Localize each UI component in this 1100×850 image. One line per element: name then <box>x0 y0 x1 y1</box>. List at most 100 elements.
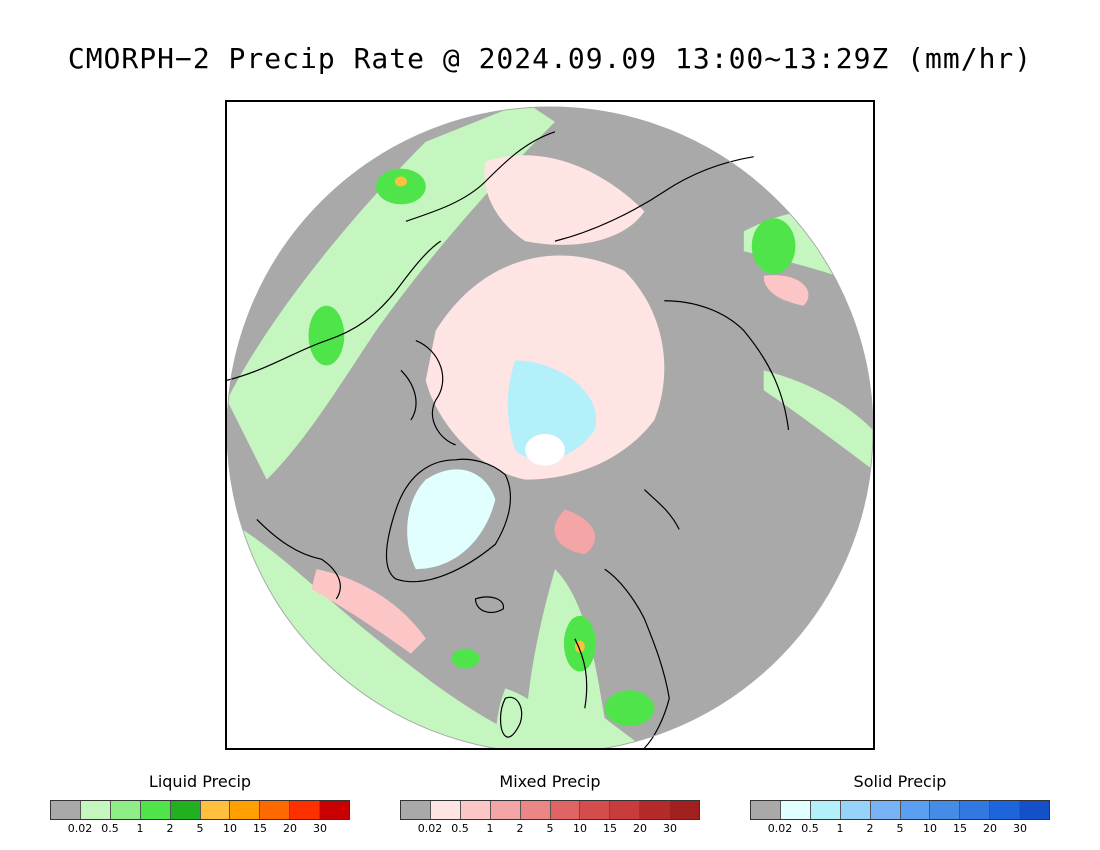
legend-solid-tick-label: 0.02 <box>767 822 793 835</box>
solid-greenland <box>407 469 496 570</box>
legend-mixed-tick-label: 2 <box>516 822 524 835</box>
legend-mixed-swatch-5 <box>550 801 581 819</box>
liquid-core-6 <box>451 648 480 669</box>
legend-solid-tick-label: 10 <box>923 822 937 835</box>
legend-solid-swatch-4 <box>870 801 901 819</box>
liquid-heavy-1 <box>394 176 407 187</box>
coastline-british-isles <box>499 696 523 738</box>
legend-liquid-tick-label: 10 <box>223 822 237 835</box>
polar-map <box>225 100 875 750</box>
legend-liquid-swatch-5 <box>200 801 231 819</box>
legend-mixed-tick-label: 30 <box>663 822 677 835</box>
legend-mixed-bar <box>400 800 700 820</box>
legend-liquid-swatch-1 <box>80 801 111 819</box>
coastline-greenland <box>385 458 512 583</box>
coastline-scandinavia <box>574 568 670 748</box>
solid-pole <box>525 433 565 466</box>
legend-mixed-ticks: 0.02 0.5 1 2 5 10 15 20 30 <box>400 822 700 836</box>
legend-mixed-tick-label: 5 <box>546 822 554 835</box>
legend-mixed-swatch-1 <box>430 801 461 819</box>
liquid-band-south <box>495 688 565 748</box>
legend-solid-bar <box>750 800 1050 820</box>
legend-liquid-swatch-3 <box>140 801 171 819</box>
legend-solid-tick-label: 30 <box>1013 822 1027 835</box>
liquid-core-2 <box>308 305 345 366</box>
legend-liquid-tick-label: 5 <box>196 822 204 835</box>
legend-liquid-swatch-6 <box>230 801 261 819</box>
legend-mixed-tick-label: 10 <box>573 822 587 835</box>
legend-mixed-tick-label: 15 <box>603 822 617 835</box>
liquid-core-1 <box>376 168 426 205</box>
mixed-north-strip <box>484 155 645 245</box>
legend-solid-tick-label: 2 <box>866 822 874 835</box>
legend-mixed-swatch-0 <box>401 801 431 819</box>
legend-mixed-tick-label: 0.5 <box>451 822 469 835</box>
legend-mixed-swatch-6 <box>580 801 611 819</box>
legend-solid-tick-label: 15 <box>953 822 967 835</box>
legend-solid-swatch-5 <box>900 801 931 819</box>
legend-liquid-tick-label: 0.02 <box>67 822 93 835</box>
legend-mixed-swatch-3 <box>490 801 521 819</box>
legend-liquid-tick-label: 20 <box>283 822 297 835</box>
legend-mixed-swatch-7 <box>610 801 641 819</box>
legend-mixed-title: Mixed Precip <box>499 772 601 791</box>
legend-liquid-ticks: 0.02 0.5 1 2 5 10 15 20 30 <box>50 822 350 836</box>
legend-liquid-tick-label: 2 <box>166 822 174 835</box>
legend-liquid-swatch-4 <box>170 801 201 819</box>
map-disc-outline <box>227 106 873 748</box>
coastline-canadian-archipelago <box>400 339 456 446</box>
legend-solid-swatch-0 <box>751 801 781 819</box>
legend-liquid-swatch-0 <box>51 801 81 819</box>
legend-solid-tick-label: 5 <box>896 822 904 835</box>
coastline-hudson-bay <box>256 518 341 600</box>
legend-mixed-tick-label: 0.02 <box>417 822 443 835</box>
legend-mixed-swatch-8 <box>640 801 671 819</box>
legend-liquid-tick-label: 30 <box>313 822 327 835</box>
legend-solid-tick-label: 0.5 <box>801 822 819 835</box>
legend-liquid-tick-label: 1 <box>136 822 144 835</box>
legend-liquid-precip: Liquid Precip 0.02 0.5 1 2 5 10 15 20 30 <box>50 772 350 836</box>
coastline-alaska <box>405 131 556 222</box>
precip-field <box>227 106 873 748</box>
legend-mixed-swatch-2 <box>460 801 491 819</box>
coastlines <box>227 131 790 748</box>
legend-liquid-swatch-7 <box>260 801 291 819</box>
coastline-north-america <box>227 240 442 381</box>
legend-mixed-precip: Mixed Precip 0.02 0.5 1 2 5 10 15 20 30 <box>400 772 700 836</box>
solid-arctic-core <box>507 360 597 461</box>
mixed-norwegian-sea <box>554 509 596 555</box>
liquid-band-northwest <box>227 106 555 480</box>
liquid-band-east <box>763 370 873 470</box>
legend-solid-swatch-9 <box>1020 801 1050 819</box>
legend-liquid-bar <box>50 800 350 820</box>
legend-liquid-tick-label: 0.5 <box>101 822 119 835</box>
coastline-iceland <box>474 596 504 613</box>
legend-solid-swatch-2 <box>810 801 841 819</box>
legend-solid-title: Solid Precip <box>853 772 947 791</box>
legend-liquid-swatch-9 <box>320 801 350 819</box>
legend-liquid-swatch-2 <box>110 801 141 819</box>
chart-title: CMORPH−2 Precip Rate @ 2024.09.09 13:00~… <box>67 42 1033 75</box>
legend-solid-swatch-6 <box>930 801 961 819</box>
coastline-siberia <box>554 156 790 431</box>
legend-solid-precip: Solid Precip 0.02 0.5 1 2 5 10 15 20 30 <box>750 772 1050 836</box>
legend-solid-swatch-1 <box>780 801 811 819</box>
legend-liquid-tick-label: 15 <box>253 822 267 835</box>
legend-solid-tick-label: 1 <box>836 822 844 835</box>
legend-solid-swatch-8 <box>990 801 1021 819</box>
legend-mixed-swatch-9 <box>670 801 700 819</box>
liquid-core-3 <box>751 218 796 274</box>
coastline-novaya-zemlya <box>643 489 680 530</box>
legend-solid-swatch-7 <box>960 801 991 819</box>
legend-liquid-title: Liquid Precip <box>148 772 252 791</box>
polar-map-canvas <box>227 102 873 748</box>
mixed-siberia <box>763 275 809 306</box>
legend-liquid-swatch-8 <box>290 801 321 819</box>
liquid-core-5 <box>604 690 655 727</box>
legend-mixed-tick-label: 1 <box>486 822 494 835</box>
legend-solid-swatch-3 <box>840 801 871 819</box>
legend-solid-ticks: 0.02 0.5 1 2 5 10 15 20 30 <box>750 822 1050 836</box>
legend-mixed-tick-label: 20 <box>633 822 647 835</box>
legend-solid-tick-label: 20 <box>983 822 997 835</box>
legend-mixed-swatch-4 <box>520 801 551 819</box>
